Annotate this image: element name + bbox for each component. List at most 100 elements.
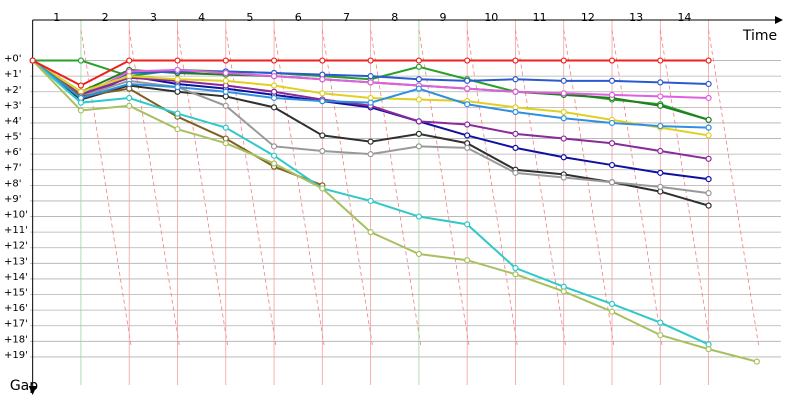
data-point <box>319 147 326 155</box>
y-tick-label: +10' <box>4 210 28 221</box>
data-point <box>608 91 616 98</box>
y-tick-label: +12' <box>4 241 28 252</box>
data-point <box>608 57 616 64</box>
data-point <box>705 116 712 123</box>
data-point <box>270 152 278 159</box>
y-tick-label: +16' <box>4 303 28 314</box>
data-point <box>77 99 85 106</box>
y-axis-arrow <box>28 386 37 395</box>
data-point <box>126 102 133 109</box>
y-tick-label: +8' <box>4 178 22 189</box>
data-point <box>464 57 471 64</box>
data-point <box>512 88 519 95</box>
data-point <box>367 229 374 236</box>
data-point <box>464 221 471 228</box>
y-tick-label: +13' <box>4 256 28 267</box>
data-point <box>560 154 567 161</box>
y-tick-label: +15' <box>4 288 28 299</box>
data-point <box>705 57 712 64</box>
data-point <box>705 202 712 209</box>
y-tick-label: +18' <box>4 334 28 345</box>
stage-label: 9 <box>440 11 447 24</box>
stage-label: 2 <box>102 11 109 24</box>
data-point <box>174 83 181 91</box>
stage-label: 3 <box>150 11 157 24</box>
data-point <box>608 77 616 84</box>
y-tick-label: +3' <box>4 100 22 111</box>
data-point <box>174 57 181 64</box>
data-point <box>705 155 712 162</box>
data-point <box>29 57 36 64</box>
data-point <box>319 57 326 64</box>
time-line <box>225 29 277 346</box>
y-tick-label: +6' <box>4 147 22 158</box>
data-point <box>415 57 422 64</box>
data-point <box>415 130 422 137</box>
data-point <box>657 93 664 100</box>
y-tick-label: +2' <box>4 85 22 96</box>
data-point <box>560 90 567 97</box>
data-point <box>367 197 374 205</box>
data-point <box>705 94 712 102</box>
data-point <box>222 124 229 131</box>
data-point <box>608 119 616 127</box>
data-point <box>319 185 326 192</box>
data-point <box>560 288 567 295</box>
data-point <box>367 151 374 158</box>
data-point <box>367 138 374 145</box>
stage-label: 7 <box>343 11 350 24</box>
time-line <box>563 29 615 346</box>
data-point <box>560 135 567 142</box>
stage-label: 10 <box>484 11 498 24</box>
data-point <box>657 169 664 176</box>
data-point <box>319 132 326 139</box>
data-point <box>270 82 278 89</box>
time-line <box>177 29 228 346</box>
data-point <box>464 85 471 92</box>
data-point <box>415 96 422 103</box>
data-point <box>512 144 519 152</box>
data-point <box>319 76 326 83</box>
x-axis-arrow <box>775 16 783 24</box>
data-point <box>657 319 664 326</box>
data-point <box>560 108 567 116</box>
stage-label: 1 <box>53 11 60 24</box>
data-point <box>705 176 712 183</box>
data-point <box>705 190 712 197</box>
data-point <box>319 90 326 97</box>
y-tick-label: +5' <box>4 132 22 143</box>
data-point <box>512 76 519 83</box>
data-point <box>222 88 229 95</box>
data-point <box>464 77 471 84</box>
stage-label: 5 <box>246 11 253 24</box>
data-point <box>705 132 712 139</box>
data-point <box>415 76 422 83</box>
data-point <box>415 213 422 220</box>
data-point <box>657 79 664 86</box>
data-point <box>608 161 616 169</box>
data-point <box>222 57 229 64</box>
data-point <box>512 108 519 116</box>
data-point <box>77 107 85 114</box>
data-point <box>608 140 616 147</box>
data-point <box>270 160 278 167</box>
time-line <box>708 29 759 346</box>
stage-label: 11 <box>533 11 547 24</box>
data-point <box>560 77 567 84</box>
y-tick-label: +4' <box>4 116 22 127</box>
data-point <box>222 140 229 147</box>
data-point <box>464 257 471 264</box>
data-point <box>657 122 664 130</box>
data-point <box>126 94 133 102</box>
data-point <box>270 88 278 95</box>
data-point <box>126 80 133 88</box>
stage-label: 12 <box>581 11 595 24</box>
series-line <box>31 59 758 363</box>
data-point <box>512 169 519 176</box>
data-point <box>270 104 278 111</box>
y-tick-label: +17' <box>4 319 28 330</box>
data-point <box>174 66 181 74</box>
data-point <box>608 179 616 186</box>
y-tick-label: +7' <box>4 163 22 174</box>
